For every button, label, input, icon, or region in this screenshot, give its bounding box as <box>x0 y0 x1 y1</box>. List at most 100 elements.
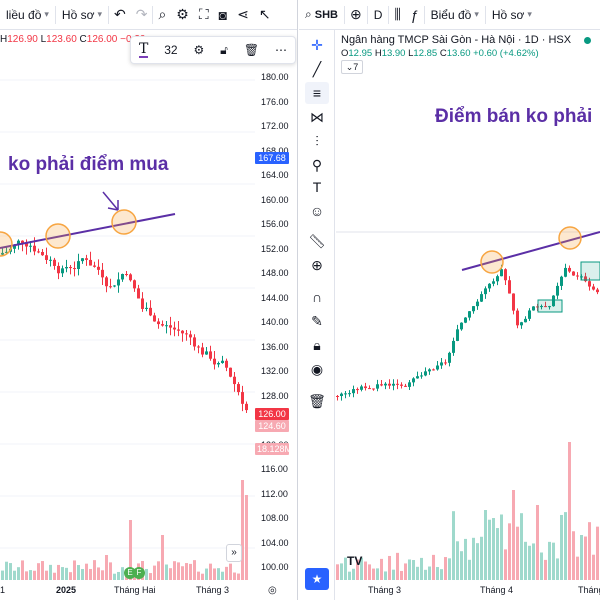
profile-label: Hồ sơ <box>61 7 95 22</box>
candle-body <box>25 243 28 247</box>
volume-bar <box>540 552 543 580</box>
volume-bar <box>37 563 40 580</box>
symbol-search[interactable]: ⌕ SHB <box>299 0 344 30</box>
trash-icon[interactable]: 🗑︎ <box>243 43 260 57</box>
text-icon[interactable]: T <box>312 179 322 195</box>
share-icon[interactable]: ⋖ <box>237 6 249 22</box>
undo-icon[interactable]: ↶ <box>113 6 126 22</box>
candle-body <box>436 365 439 370</box>
price-tick-label: 156.00 <box>261 219 289 229</box>
favorites-icon[interactable]: ★ <box>305 568 329 590</box>
open-label: O <box>341 48 349 59</box>
volume-bar <box>5 561 8 580</box>
volume-bar <box>368 564 371 580</box>
eye-icon[interactable]: ◉ <box>310 361 324 377</box>
volume-bar <box>81 568 84 580</box>
zoom-icon[interactable]: ⊕ <box>311 257 323 273</box>
candle-body <box>404 385 407 387</box>
volume-bar <box>161 535 164 580</box>
settings-icon[interactable]: ⚙ <box>176 6 189 22</box>
profile-menu[interactable]: Hồ sơ ▾ <box>56 0 108 30</box>
candle-body <box>432 369 435 371</box>
right-price-chart[interactable] <box>336 60 600 582</box>
right-time-axis[interactable]: Tháng 3 Tháng 4 Tháng <box>336 582 600 600</box>
brush-icon[interactable]: ⚲ <box>311 157 323 173</box>
volume-bar <box>508 523 511 580</box>
event-f-icon[interactable]: F <box>133 567 145 579</box>
magnet-icon[interactable]: ∩ <box>311 289 323 305</box>
emoji-icon[interactable]: ☺ <box>309 203 325 219</box>
redo-icon[interactable]: ↷ <box>135 6 148 22</box>
candle-body <box>129 274 132 281</box>
candles-icon[interactable]: ⫼ <box>394 6 401 22</box>
cursor-icon[interactable]: ↖ <box>258 6 271 22</box>
volume-bar <box>364 561 367 580</box>
left-price-chart[interactable] <box>0 60 255 582</box>
volume-bar <box>109 562 112 580</box>
candle-body <box>356 389 359 391</box>
add-symbol-icon[interactable]: ⊕ <box>349 6 362 22</box>
more-icon[interactable]: ⋯ <box>274 43 287 57</box>
volume-bar <box>201 573 204 580</box>
close-value: 13.60 <box>446 48 471 59</box>
profile-menu[interactable]: Hồ sơ ▾ <box>486 0 538 30</box>
volume-bar <box>520 513 523 580</box>
price-tick-label: 100.00 <box>261 562 289 572</box>
left-time-axis[interactable]: 1 2025 Tháng Hai Tháng 3 <box>0 582 255 600</box>
volume-bar <box>221 571 224 580</box>
projection-icon[interactable]: ⫶ <box>315 133 319 149</box>
volume-bar <box>532 543 535 580</box>
fib-icon[interactable]: ≡ <box>305 82 329 104</box>
volume-bar <box>444 557 447 580</box>
crosshair-icon[interactable]: ✛ <box>311 37 323 53</box>
candle-body <box>117 279 120 286</box>
candle-body <box>45 255 48 260</box>
search-icon[interactable]: ⌕ <box>158 6 167 22</box>
settings-icon[interactable]: ⚙ <box>193 43 205 57</box>
indicators-icon[interactable]: ƒ <box>410 6 419 23</box>
highlight-circle <box>0 231 13 257</box>
candle-body <box>440 362 443 366</box>
interval-menu[interactable]: D <box>368 0 389 30</box>
trend-line-icon[interactable]: ╱ <box>312 61 322 77</box>
volume-bar <box>560 514 563 580</box>
chart-type-menu[interactable]: Biểu đồ ▾ <box>425 0 485 30</box>
ruler-icon[interactable]: 📏︎ <box>308 233 326 249</box>
volume-bar <box>149 573 152 580</box>
font-size-select[interactable]: 32 <box>164 43 178 57</box>
volume-bar <box>544 559 547 580</box>
volume-bar <box>85 563 88 580</box>
lock-icon[interactable]: 🔓︎ <box>220 42 228 57</box>
scroll-to-realtime-button[interactable]: » <box>226 544 242 562</box>
chart-type-menu[interactable]: liều đồ ▾ <box>0 0 55 30</box>
highlight-circle <box>111 209 137 235</box>
annotation-text[interactable]: ko phải điểm mua <box>8 154 169 175</box>
price-tick-label: 140.00 <box>261 317 289 327</box>
collapse-legend-button[interactable]: ⌄7 <box>341 60 363 74</box>
volume-bar <box>29 570 32 580</box>
candle-body <box>53 259 56 266</box>
volume-bar <box>225 566 228 580</box>
volume-bar <box>13 570 16 580</box>
candle-body <box>568 267 571 272</box>
volume-bar <box>177 562 180 580</box>
text-color-button[interactable]: T <box>138 41 149 58</box>
pattern-icon[interactable]: ⋈ <box>310 109 324 125</box>
annotation-text[interactable]: Điểm bán ko phải <box>435 106 593 127</box>
volume-bar <box>217 568 220 580</box>
trash-icon[interactable]: 🗑︎ <box>308 393 326 409</box>
candle-body <box>380 384 383 386</box>
lock-icon[interactable]: 🔒︎ <box>313 337 321 353</box>
candle-body <box>121 274 124 280</box>
lock-drawing-icon[interactable]: ✎ <box>311 313 323 329</box>
candle-body <box>532 306 535 311</box>
volume-bar <box>229 563 232 580</box>
candle-body <box>89 259 92 266</box>
left-price-axis[interactable]: 180.00 176.00 172.00 168.00 164.00 160.00 156.… <box>255 60 297 580</box>
settings-circle-icon[interactable]: ◎ <box>268 585 277 596</box>
candle-body <box>49 259 52 261</box>
tradingview-logo: TV <box>347 554 363 568</box>
camera-icon[interactable]: ◙ <box>218 6 228 23</box>
fullscreen-icon[interactable]: ⛶ <box>198 6 209 22</box>
divider <box>366 5 368 24</box>
